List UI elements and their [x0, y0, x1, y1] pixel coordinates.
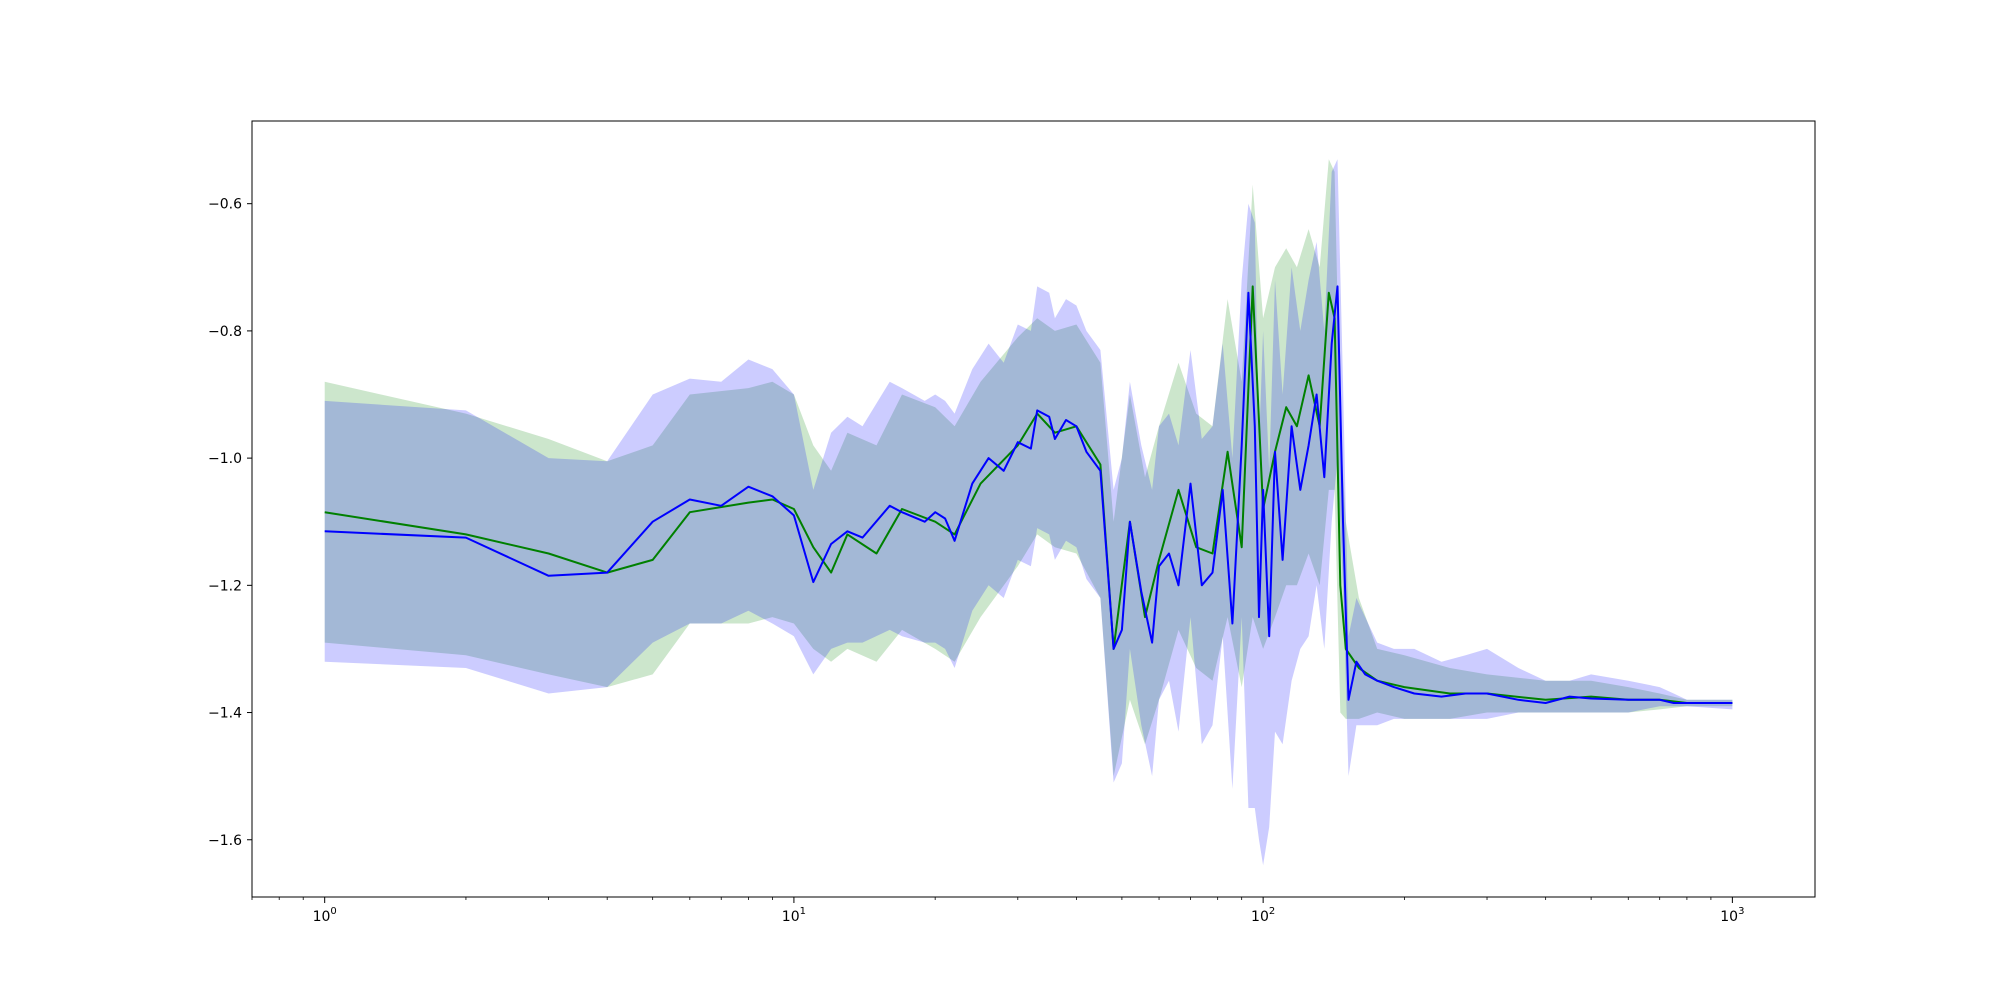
y-tick-label: −0.6: [208, 197, 242, 213]
y-tick-label: −1.0: [208, 451, 242, 467]
x-tick-label: 101: [782, 906, 806, 925]
green-series-line: [324, 285, 1733, 704]
y-tick-label: −1.6: [208, 833, 242, 849]
blue-series-line: [324, 285, 1733, 704]
y-tick-label: −0.8: [208, 324, 242, 340]
axes: −0.6 −0.8 −1.0 −1.2 −1.4 −1.6 100 101 102 103: [208, 197, 1744, 925]
y-tick-label: −1.2: [208, 578, 242, 594]
green-confidence-band: [324, 159, 1733, 777]
x-tick-label: 103: [1720, 906, 1744, 925]
y-tick-label: −1.4: [208, 706, 242, 722]
x-tick-label: 100: [313, 906, 337, 925]
x-tick-label: 102: [1251, 906, 1275, 925]
axes-frame: [251, 120, 1816, 898]
plot-area: [324, 159, 1733, 866]
blue-confidence-band: [324, 159, 1733, 866]
